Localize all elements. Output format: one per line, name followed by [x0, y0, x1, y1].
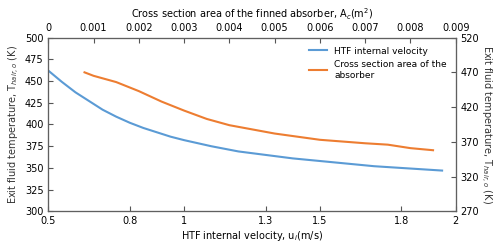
Cross section area of the
absorber	[272, 132, 278, 135]
Legend: HTF internal velocity, Cross section area of the
absorber: HTF internal velocity, Cross section are…	[304, 42, 451, 84]
Cross section area of the
absorber	[113, 80, 119, 84]
Cross section area of the
absorber	[385, 143, 391, 146]
HTF internal velocity	[398, 166, 404, 170]
HTF internal velocity	[140, 126, 146, 130]
HTF internal velocity	[113, 115, 119, 118]
Cross section area of the
absorber	[82, 71, 87, 74]
HTF internal velocity	[236, 150, 242, 153]
HTF internal velocity	[181, 139, 187, 142]
HTF internal velocity	[344, 162, 350, 165]
HTF internal velocity	[290, 157, 296, 160]
Cross section area of the
absorber	[362, 142, 368, 145]
Line: HTF internal velocity: HTF internal velocity	[48, 70, 442, 170]
HTF internal velocity	[208, 145, 214, 148]
X-axis label: HTF internal velocity, u$_i$(m/s): HTF internal velocity, u$_i$(m/s)	[181, 229, 323, 243]
Cross section area of the
absorber	[226, 124, 232, 127]
HTF internal velocity	[127, 121, 133, 124]
Cross section area of the
absorber	[158, 100, 164, 103]
X-axis label: Cross section area of the finned absorber, A$_c$(m$^2$): Cross section area of the finned absorbe…	[131, 7, 373, 22]
Cross section area of the
absorber	[204, 118, 210, 120]
Cross section area of the
absorber	[430, 149, 436, 152]
Y-axis label: Exit fluid temperature, T$_{hair,o}$ (K): Exit fluid temperature, T$_{hair,o}$ (K)	[478, 45, 493, 204]
Cross section area of the
absorber	[317, 138, 323, 141]
HTF internal velocity	[72, 91, 78, 94]
Cross section area of the
absorber	[408, 147, 414, 150]
HTF internal velocity	[59, 80, 65, 84]
HTF internal velocity	[317, 160, 323, 162]
HTF internal velocity	[154, 131, 160, 134]
HTF internal velocity	[100, 108, 105, 111]
Cross section area of the
absorber	[90, 74, 96, 77]
Y-axis label: Exit fluid temperature, T$_{hair,o}$ (K): Exit fluid temperature, T$_{hair,o}$ (K)	[7, 45, 22, 204]
HTF internal velocity	[46, 69, 52, 72]
Cross section area of the
absorber	[181, 109, 187, 112]
Line: Cross section area of the
absorber: Cross section area of the absorber	[84, 72, 433, 150]
Cross section area of the
absorber	[136, 90, 142, 92]
HTF internal velocity	[262, 154, 268, 156]
HTF internal velocity	[86, 100, 92, 102]
HTF internal velocity	[426, 168, 432, 171]
HTF internal velocity	[439, 169, 445, 172]
HTF internal velocity	[168, 135, 173, 138]
HTF internal velocity	[371, 165, 377, 168]
